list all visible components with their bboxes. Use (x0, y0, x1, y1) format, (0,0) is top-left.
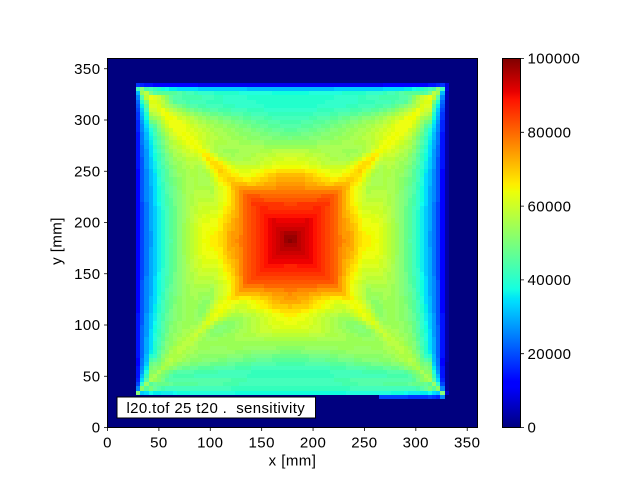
svg-text:0: 0 (103, 434, 112, 451)
svg-text:y [mm]: y [mm] (49, 217, 66, 265)
svg-text:250: 250 (74, 163, 100, 180)
svg-text:250: 250 (351, 434, 377, 451)
svg-text:150: 150 (249, 434, 275, 451)
svg-text:50: 50 (83, 368, 101, 385)
svg-text:150: 150 (74, 266, 100, 283)
svg-text:0: 0 (92, 420, 101, 437)
svg-text:300: 300 (74, 112, 100, 129)
svg-text:80000: 80000 (528, 125, 572, 142)
svg-text:200: 200 (300, 434, 326, 451)
svg-text:0: 0 (528, 420, 537, 437)
svg-text:40000: 40000 (528, 272, 572, 289)
svg-text:300: 300 (403, 434, 429, 451)
svg-text:350: 350 (74, 61, 100, 78)
svg-text:200: 200 (74, 215, 100, 232)
svg-text:l20.tof 25 t20 . sensitivity: l20.tof 25 t20 . sensitivity (127, 400, 306, 417)
svg-text:20000: 20000 (528, 346, 572, 363)
svg-text:50: 50 (150, 434, 168, 451)
svg-text:x [mm]: x [mm] (269, 453, 317, 470)
svg-text:100: 100 (197, 434, 223, 451)
svg-text:100: 100 (74, 317, 100, 334)
svg-text:350: 350 (454, 434, 480, 451)
svg-text:60000: 60000 (528, 198, 572, 215)
svg-text:100000: 100000 (528, 51, 581, 68)
